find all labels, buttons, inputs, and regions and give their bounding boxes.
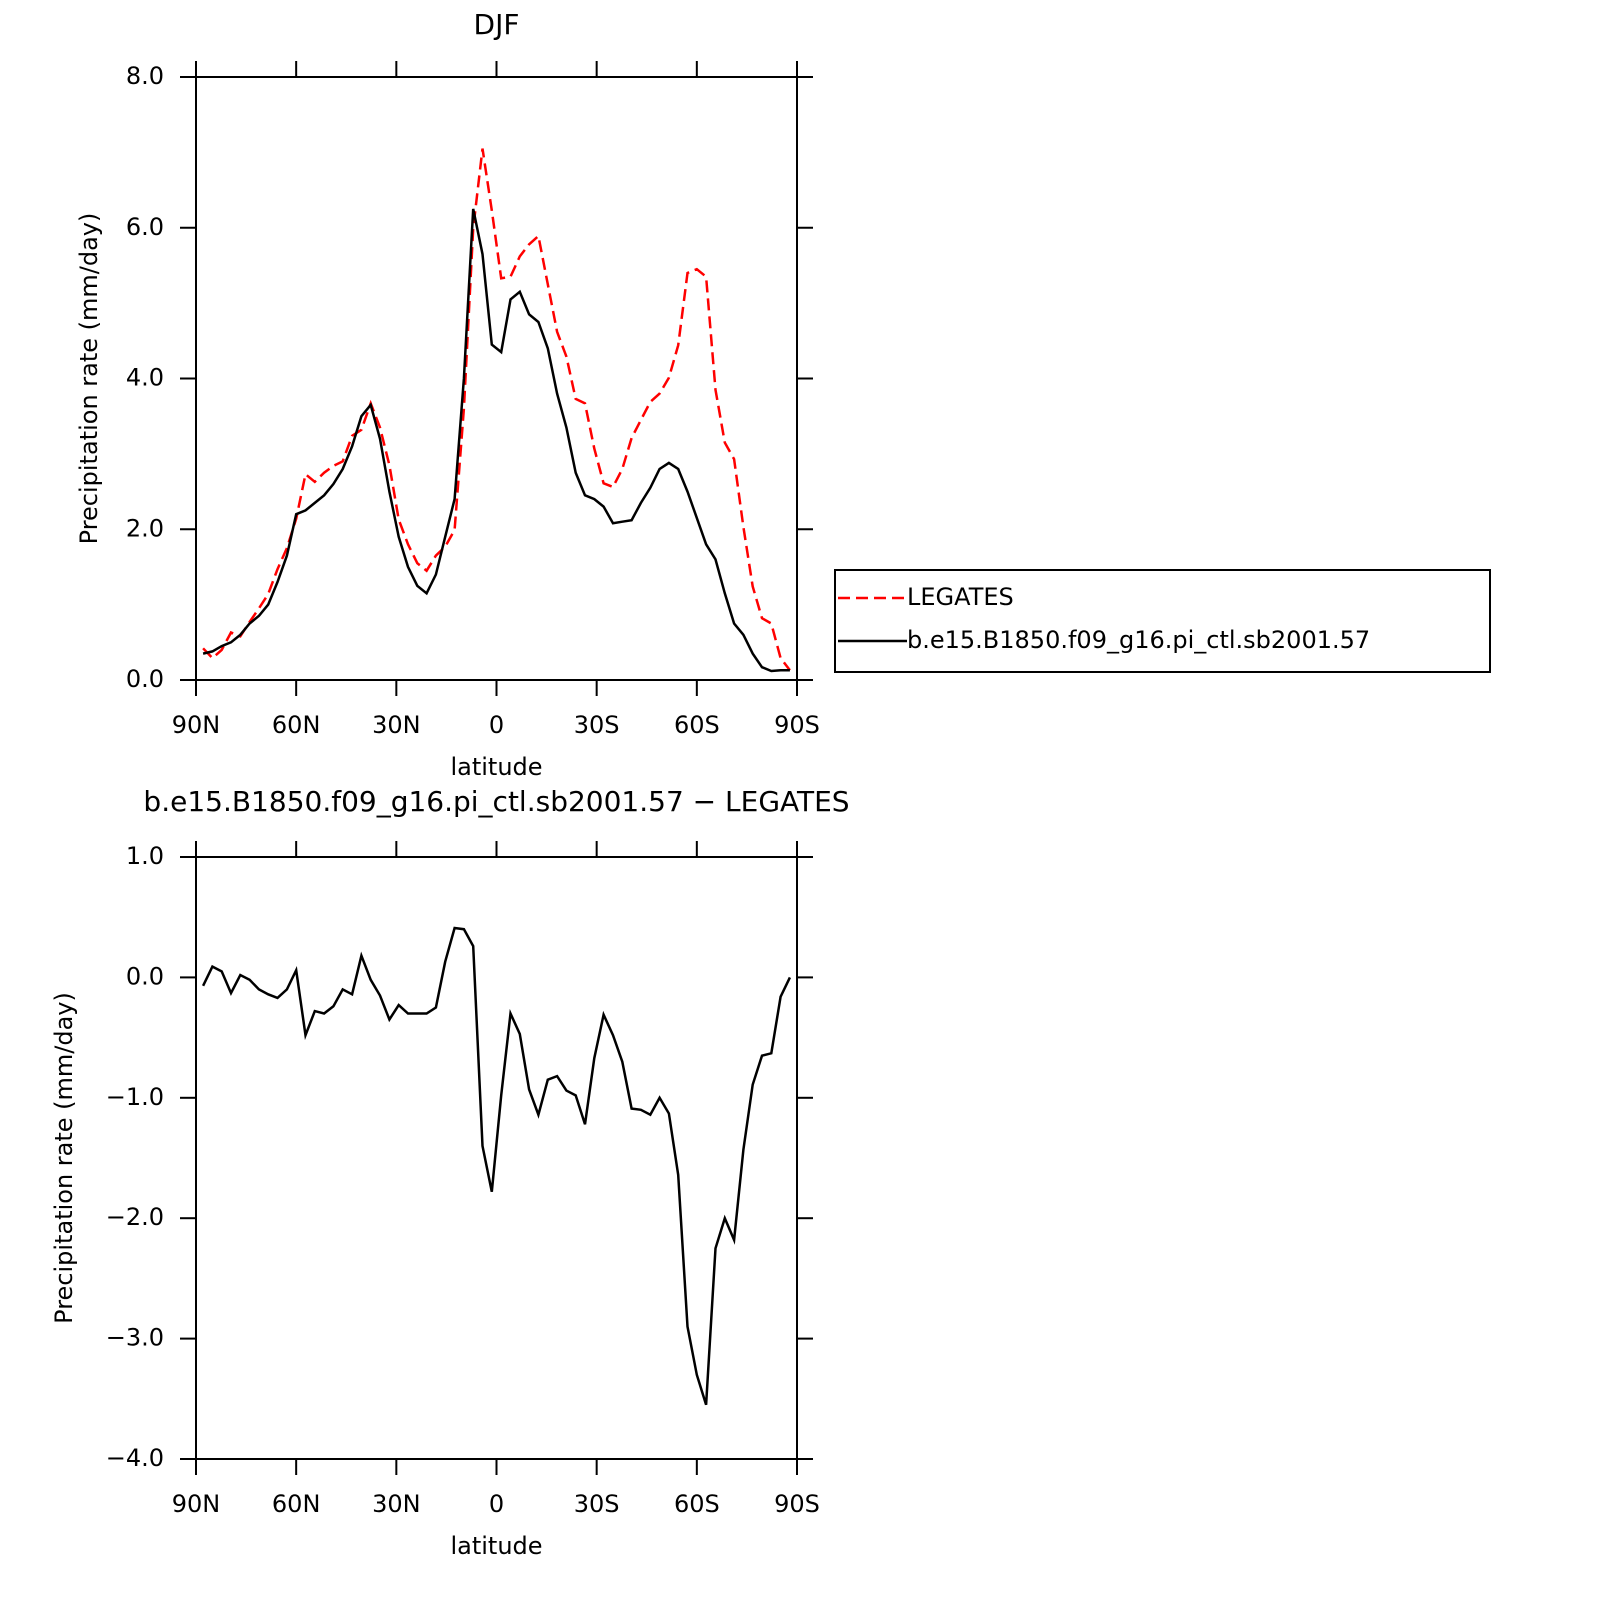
legend-label: LEGATES xyxy=(907,583,1014,611)
x-tick-label: 90N xyxy=(172,711,221,739)
x-tick-label: 60S xyxy=(674,711,720,739)
x-tick-label: 30N xyxy=(372,1490,421,1518)
x-tick-label: 60S xyxy=(674,1490,720,1518)
data-line xyxy=(201,926,792,1406)
plot-frame xyxy=(195,856,798,1460)
x-tick-label: 60N xyxy=(272,1490,321,1518)
x-tick-label: 60N xyxy=(272,711,321,739)
x-tick-label: 30S xyxy=(574,711,620,739)
y-tick-label: 2.0 xyxy=(126,514,164,542)
data-line xyxy=(202,208,790,673)
x-tick-label: 90N xyxy=(172,1490,221,1518)
plot-frame xyxy=(195,76,798,681)
data-line xyxy=(202,148,791,671)
x-tick-label: 0 xyxy=(489,711,504,739)
y-tick-label: −2.0 xyxy=(106,1203,164,1231)
y-axis-label: Precipitation rate (mm/day) xyxy=(75,213,103,545)
y-tick-label: −1.0 xyxy=(106,1083,164,1111)
x-axis-label: latitude xyxy=(450,1532,542,1560)
x-tick-label: 30N xyxy=(372,711,421,739)
y-tick-label: 0.0 xyxy=(126,665,164,693)
y-tick-label: 6.0 xyxy=(126,213,164,241)
legend-box xyxy=(834,569,1491,673)
y-tick-label: 8.0 xyxy=(126,62,164,90)
y-tick-label: 1.0 xyxy=(126,842,164,870)
y-tick-label: 4.0 xyxy=(126,364,164,392)
y-axis-label: Precipitation rate (mm/day) xyxy=(50,992,78,1324)
chart-title: b.e15.B1850.f09_g16.pi_ctl.sb2001.57 − L… xyxy=(143,785,849,818)
x-tick-label: 90S xyxy=(774,711,820,739)
chart-title: DJF xyxy=(474,8,520,41)
x-axis-label: latitude xyxy=(450,753,542,781)
x-tick-label: 0 xyxy=(489,1490,504,1518)
legend-label: b.e15.B1850.f09_g16.pi_ctl.sb2001.57 xyxy=(907,626,1370,654)
y-tick-label: −4.0 xyxy=(106,1444,164,1472)
y-tick-label: 0.0 xyxy=(126,962,164,990)
x-tick-label: 90S xyxy=(774,1490,820,1518)
x-tick-label: 30S xyxy=(574,1490,620,1518)
y-tick-label: −3.0 xyxy=(106,1324,164,1352)
